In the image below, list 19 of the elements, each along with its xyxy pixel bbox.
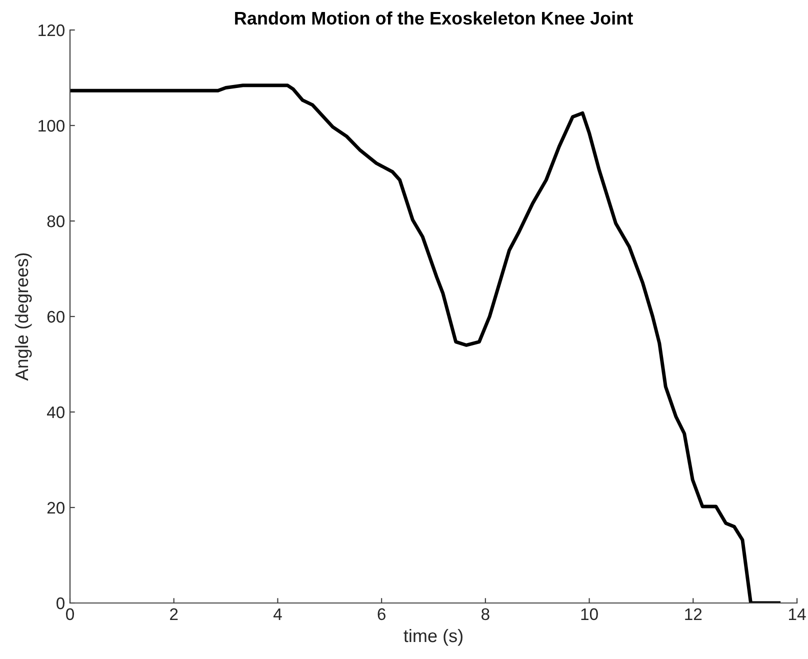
x-axis-title: time (s) bbox=[404, 628, 462, 646]
x-tick-label: 14 bbox=[789, 608, 806, 620]
x-tick-label: 6 bbox=[378, 608, 386, 620]
x-tick-label: 0 bbox=[66, 608, 74, 620]
x-tick-label: 12 bbox=[685, 608, 702, 620]
x-tick-label: 8 bbox=[482, 608, 490, 620]
y-axis-title: Angle (degrees) bbox=[14, 253, 32, 381]
y-tick-label: 0 bbox=[56, 597, 64, 610]
x-tick-label: 2 bbox=[170, 608, 178, 620]
y-tick-label: 20 bbox=[47, 502, 64, 514]
line-series bbox=[70, 84, 781, 603]
y-tick-label: 100 bbox=[38, 120, 64, 132]
x-tick-label: 10 bbox=[581, 608, 598, 620]
y-tick-label: 120 bbox=[38, 24, 64, 36]
x-tick-label: 4 bbox=[273, 608, 282, 620]
y-tick-label: 80 bbox=[47, 215, 64, 228]
y-tick-label: 40 bbox=[46, 406, 64, 418]
y-tick-label: 60 bbox=[47, 310, 64, 323]
chart-title: Random Motion of the Exoskeleton Knee Joint bbox=[235, 11, 633, 25]
